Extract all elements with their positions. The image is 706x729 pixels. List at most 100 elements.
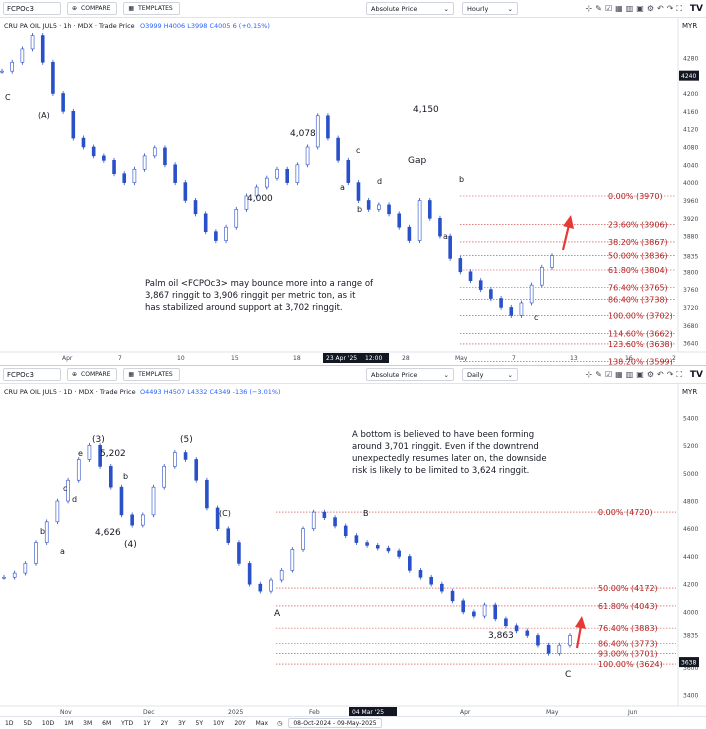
settings-icon[interactable]: ⚙ xyxy=(646,3,654,13)
range-button-10d[interactable]: 10D xyxy=(41,719,55,727)
candle-body xyxy=(407,226,412,241)
brush-icon[interactable]: ✎ xyxy=(595,369,602,379)
last-price-badge xyxy=(679,70,699,81)
candle-body xyxy=(550,255,554,268)
compare-button[interactable]: ⊕ COMPARE xyxy=(67,368,118,381)
candle-body xyxy=(375,545,380,549)
range-button-2y[interactable]: 2Y xyxy=(160,719,169,727)
candle-body xyxy=(226,528,231,543)
candle-body xyxy=(122,173,127,183)
candle-body xyxy=(102,155,106,161)
legend-ohlc: O4493 H4507 L4332 C4349 -136 (−3.01%) xyxy=(140,388,281,396)
candle-body xyxy=(397,550,401,557)
crosshair-icon[interactable]: ⊹ xyxy=(585,3,593,13)
range-button-1d[interactable]: 1D xyxy=(5,719,14,727)
templates-button[interactable]: ▦ TEMPLATES xyxy=(123,2,180,15)
date-range-field[interactable]: 08-Oct-2024 - 09-May-2025 xyxy=(288,718,382,728)
interval-select[interactable]: Hourly ⌄ xyxy=(462,2,518,15)
crosshair-icon[interactable]: ⊹ xyxy=(585,369,593,379)
compare-button[interactable]: ⊕ COMPARE xyxy=(67,2,118,15)
templates-label: TEMPLATES xyxy=(138,371,173,378)
candle-body xyxy=(244,195,249,210)
candle-body xyxy=(311,511,316,530)
layout-icon[interactable]: ▥ xyxy=(625,3,634,13)
fib-level-label: 0.00% (3970) xyxy=(608,192,663,201)
last-price-label: 3638 xyxy=(681,660,696,667)
candle-body xyxy=(499,298,503,308)
fib-level-label: 50.00% (4172) xyxy=(598,584,658,593)
fullscreen-icon[interactable]: ⛶ xyxy=(676,3,682,13)
x-tick-label: 15 xyxy=(231,355,239,362)
range-button-max[interactable]: Max xyxy=(255,719,269,727)
top-price-chart[interactable]: CRU PA OIL JUL5 · 1h · MDX · Trade Price… xyxy=(0,18,706,365)
range-button-1y[interactable]: 1Y xyxy=(143,719,151,727)
candle-body xyxy=(366,200,371,210)
calendar-icon[interactable]: ◷ xyxy=(277,719,283,727)
checkbox-icon[interactable]: ☑ xyxy=(604,3,613,13)
price-type-select[interactable]: Absolute Price ⌄ xyxy=(366,2,454,15)
range-button-3m[interactable]: 3M xyxy=(83,719,93,727)
range-button-10y[interactable]: 10Y xyxy=(213,719,225,727)
range-button-5d[interactable]: 5D xyxy=(23,719,32,727)
candle-body xyxy=(279,570,284,581)
crosshair-time-badge xyxy=(323,353,371,363)
redo-icon[interactable]: ↷ xyxy=(666,3,674,13)
price-type-select[interactable]: Absolute Price ⌄ xyxy=(366,368,454,381)
wave-label: 4,150 xyxy=(413,105,439,115)
settings-icon[interactable]: ⚙ xyxy=(646,369,654,379)
candle-body xyxy=(489,289,493,299)
brush-icon[interactable]: ✎ xyxy=(595,3,602,13)
symbol-search-input[interactable]: FCPOc3 xyxy=(3,368,61,381)
range-button-ytd[interactable]: YTD xyxy=(121,719,134,727)
undo-icon[interactable]: ↶ xyxy=(656,369,664,379)
chevron-down-icon: ⌄ xyxy=(443,370,449,379)
range-button-1m[interactable]: 1M xyxy=(64,719,74,727)
grid-icon[interactable]: ▦ xyxy=(615,369,623,379)
bottom-price-chart[interactable]: CRU PA OIL JUL5 · 1D · MDX · Trade Price… xyxy=(0,384,706,717)
currency-label: MYR xyxy=(682,22,697,30)
range-button-6m[interactable]: 6M xyxy=(102,719,112,727)
y-tick-label: 3600 xyxy=(683,665,698,672)
candle-body xyxy=(44,521,49,543)
y-tick-label: 4280 xyxy=(683,55,698,62)
y-tick-label: 4200 xyxy=(683,91,698,98)
y-tick-label: 3835 xyxy=(683,254,698,261)
red-arrow-head xyxy=(563,215,574,229)
range-button-3y[interactable]: 3Y xyxy=(178,719,186,727)
candle-body xyxy=(258,583,263,592)
fullscreen-icon[interactable]: ⛶ xyxy=(676,369,682,379)
annotation-text: 3,867 ringgit to 3,906 ringgit per metri… xyxy=(145,291,356,301)
y-tick-label: 3800 xyxy=(683,269,698,276)
candle-body xyxy=(529,284,534,304)
y-tick-label: 3960 xyxy=(683,198,698,205)
y-tick-label: 4160 xyxy=(683,109,698,116)
x-tick-label: Apr xyxy=(62,355,73,362)
candle-body xyxy=(119,486,124,516)
templates-button[interactable]: ▦ TEMPLATES xyxy=(123,368,180,381)
wave-label: a xyxy=(60,547,65,556)
candle-body xyxy=(408,556,412,571)
y-tick-label: 3920 xyxy=(683,216,698,223)
candle-body xyxy=(493,604,498,620)
layout-icon[interactable]: ▥ xyxy=(625,369,634,379)
x-tick-label: 18 xyxy=(293,355,301,362)
candle-body xyxy=(377,204,381,210)
wave-label: d xyxy=(377,177,382,186)
annotation-text: around 3,701 ringgit. Even if the downtr… xyxy=(352,442,539,452)
fib-level-label: 61.80% (3804) xyxy=(608,266,668,275)
redo-icon[interactable]: ↷ xyxy=(666,369,674,379)
candle-body xyxy=(514,625,519,632)
range-button-5y[interactable]: 5Y xyxy=(195,719,204,727)
candle-body xyxy=(458,258,463,273)
interval-select[interactable]: Daily ⌄ xyxy=(462,368,518,381)
symbol-search-input[interactable]: FCPOc3 xyxy=(3,2,61,15)
range-button-20y[interactable]: 20Y xyxy=(234,719,246,727)
undo-icon[interactable]: ↶ xyxy=(656,3,664,13)
x-tick-label: 04 Mar '25 xyxy=(352,709,384,716)
snapshot-icon[interactable]: ▣ xyxy=(636,3,644,13)
snapshot-icon[interactable]: ▣ xyxy=(636,369,644,379)
checkbox-icon[interactable]: ☑ xyxy=(604,369,613,379)
y-tick-label: 3760 xyxy=(683,287,698,294)
chevron-down-icon: ⌄ xyxy=(443,4,449,13)
grid-icon[interactable]: ▦ xyxy=(615,3,623,13)
